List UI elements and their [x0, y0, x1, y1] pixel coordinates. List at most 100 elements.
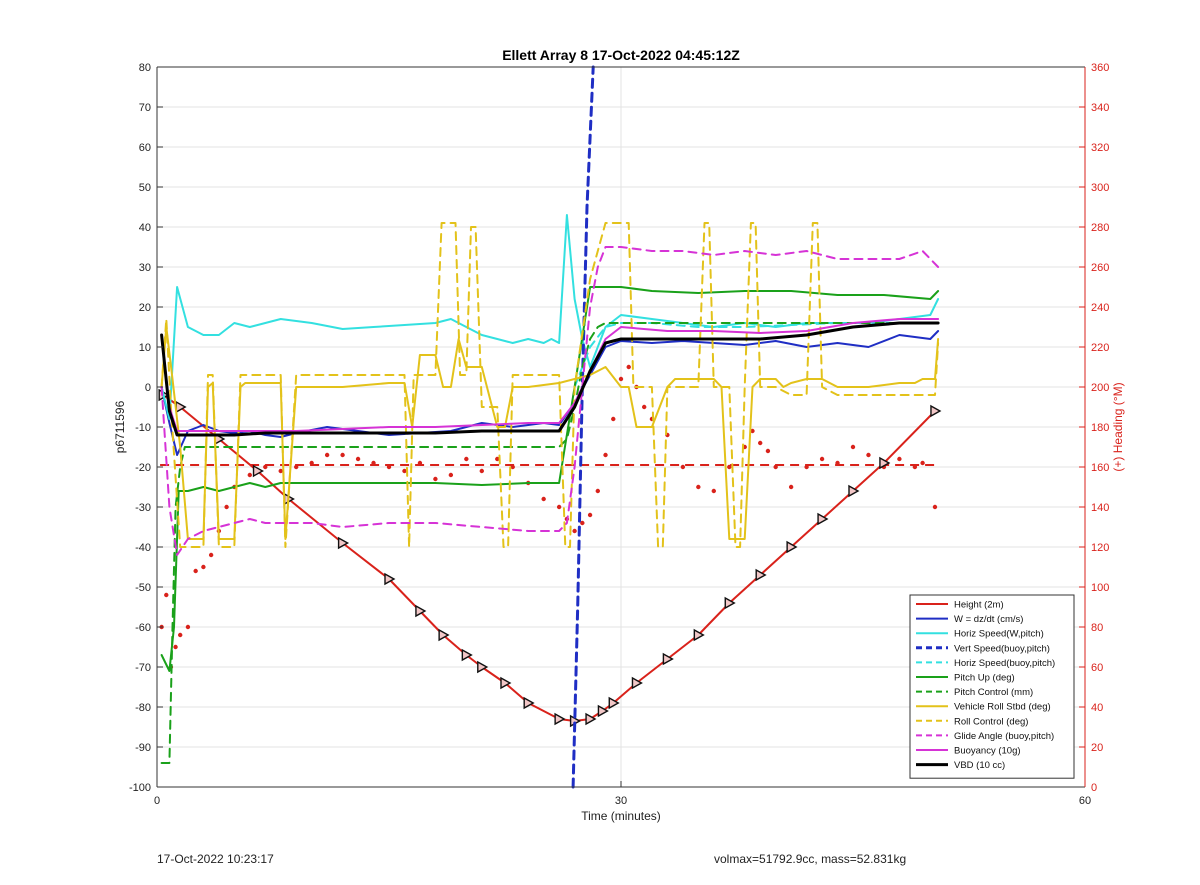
height-marker — [693, 628, 705, 642]
y-tick-label: -100 — [129, 782, 151, 794]
heading-point — [920, 460, 925, 466]
x-tick-label: 30 — [615, 795, 627, 807]
y-tick-label: -60 — [135, 622, 151, 634]
heading-point — [263, 464, 268, 470]
legend-label: Buoyancy (10g) — [954, 746, 1021, 757]
heading-point — [340, 452, 345, 458]
heading-point — [201, 564, 206, 570]
y2-tick-label: 60 — [1091, 662, 1103, 674]
heading-point — [626, 364, 631, 370]
heading-point — [541, 496, 546, 502]
height-marker — [662, 652, 674, 666]
heading-point — [711, 488, 716, 494]
y2-tick-label: 260 — [1091, 262, 1109, 274]
series-line-horiz-speed-w-pitch — [160, 214, 940, 420]
heading-point — [866, 452, 871, 458]
heading-point — [208, 552, 214, 558]
height-marker — [930, 404, 942, 418]
x-tick-label: 60 — [1079, 795, 1091, 807]
y-tick-label: 60 — [139, 142, 151, 154]
heading-point — [464, 456, 469, 462]
y-axis-label: p6711596 — [113, 400, 127, 453]
y-tick-label: -40 — [135, 542, 151, 554]
heading-point — [294, 464, 299, 470]
heading-point — [804, 464, 809, 470]
height-marker — [597, 704, 609, 718]
height-marker — [724, 596, 736, 610]
series-line-vbd-10-cc — [160, 321, 940, 437]
heading-point — [224, 504, 229, 510]
series-layer — [158, 65, 942, 789]
legend-label: W = dz/dt (cm/s) — [954, 614, 1023, 625]
x-axis-label: Time (minutes) — [581, 809, 661, 823]
heading-point — [448, 472, 454, 478]
height-marker — [461, 648, 473, 662]
heading-point — [587, 512, 593, 518]
legend-label: Roll Control (deg) — [954, 716, 1028, 727]
heading-point — [402, 468, 407, 474]
series-line-height-2m — [162, 394, 936, 722]
heading-point — [433, 476, 438, 482]
height-marker — [817, 512, 829, 526]
y-tick-label: -90 — [135, 742, 151, 754]
heading-point — [611, 416, 616, 422]
y-tick-label: 50 — [139, 182, 151, 194]
series-line-roll-control-deg — [160, 222, 940, 548]
heading-point — [835, 460, 840, 466]
heading-point — [642, 404, 647, 410]
height-marker — [477, 660, 489, 674]
heading-point — [185, 624, 191, 630]
height-marker — [848, 484, 860, 498]
footer-timestamp: 17-Oct-2022 10:23:17 — [157, 852, 274, 866]
legend-label: VBD (10 cc) — [954, 760, 1005, 771]
height-marker — [438, 628, 450, 642]
legend-label: Glide Angle (buoy,pitch) — [954, 731, 1054, 742]
y2-tick-label: 40 — [1091, 702, 1103, 714]
y2-tick-label: 360 — [1091, 62, 1109, 74]
legend-label: Horiz Speed(buoy,pitch) — [954, 658, 1055, 669]
heading-point — [897, 456, 902, 462]
footer-volmax-mass: volmax=51792.9cc, mass=52.831kg — [714, 852, 907, 866]
y-tick-label: 0 — [145, 382, 151, 394]
series-line-pitch-up-deg — [160, 286, 940, 672]
y2-tick-label: 300 — [1091, 182, 1109, 194]
y-tick-label: 80 — [139, 62, 151, 74]
y2-tick-label: 220 — [1091, 342, 1109, 354]
y-tick-label: 70 — [139, 102, 151, 114]
heading-point — [850, 444, 856, 450]
heading-point — [510, 464, 515, 470]
series-line-buoyancy-10g — [160, 318, 940, 432]
y-tick-label: -80 — [135, 702, 151, 714]
height-marker — [252, 464, 264, 478]
y-tick-label: 40 — [139, 222, 151, 234]
y-tick-label: 20 — [139, 302, 151, 314]
heading-point — [603, 452, 608, 458]
heading-point — [178, 632, 183, 638]
height-marker — [585, 712, 597, 726]
series-line-glide-angle-buoy-pitch — [160, 246, 940, 556]
heading-point — [309, 460, 314, 466]
heading-point — [371, 460, 376, 466]
heading-point — [758, 440, 763, 446]
heading-point — [324, 452, 330, 458]
y2-tick-label: 80 — [1091, 622, 1103, 634]
y-tick-label: -30 — [135, 502, 151, 514]
heading-point — [355, 456, 361, 462]
heading-point — [580, 520, 585, 526]
chart-title: Ellett Array 8 17-Oct-2022 04:45:12Z — [502, 47, 740, 63]
heading-point — [912, 464, 918, 470]
y-tick-label: 30 — [139, 262, 151, 274]
legend-label: Pitch Control (mm) — [954, 687, 1033, 698]
y2-tick-label: 120 — [1091, 542, 1109, 554]
height-marker — [631, 676, 643, 690]
legend-label: Vert Speed(buoy,pitch) — [954, 643, 1050, 654]
heading-point — [386, 464, 392, 470]
y2-tick-label: 100 — [1091, 582, 1109, 594]
axes: -100-90-80-70-60-50-40-30-20-10010203040… — [129, 62, 1109, 807]
heading-point — [417, 460, 423, 466]
heading-point — [727, 464, 732, 470]
series-line-pitch-control-mm — [160, 322, 940, 764]
heading-point — [618, 376, 624, 382]
y2-tick-label: 340 — [1091, 102, 1109, 114]
y2-tick-label: 280 — [1091, 222, 1109, 234]
